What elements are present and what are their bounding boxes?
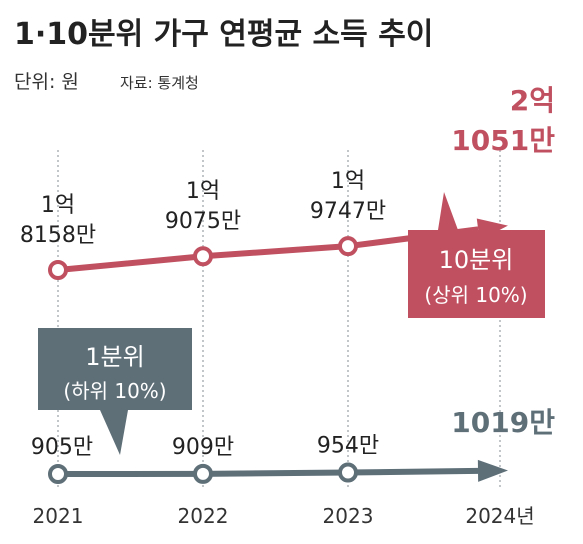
data-label-s0-2: 1억 9747만: [310, 169, 386, 224]
x-tick-2: 2023: [323, 504, 374, 528]
data-label-s1-1: 909만: [172, 435, 234, 460]
data-label-s1-3: 1019만: [451, 406, 555, 439]
legend-callout-bottom: 1분위 (하위 10%): [38, 328, 192, 455]
legend-callout-top: 10분위 (상위 10%): [408, 192, 545, 318]
point-s1-1: [193, 463, 213, 484]
data-points: [48, 236, 358, 484]
data-label-text-s0-1-1: 9075만: [165, 209, 241, 234]
point-s0-0: [48, 260, 68, 280]
callout-bottom-line1: 1분위: [85, 343, 144, 371]
data-label-s0-0: 1억 8158만: [20, 193, 96, 248]
data-label-text-s1-2-0: 954만: [317, 434, 379, 459]
data-label-s0-1: 1억 9075만: [165, 179, 241, 234]
data-label-s1-2: 954만: [317, 434, 379, 459]
unit-label: 단위: 원: [14, 71, 79, 93]
data-label-text-s1-3-0: 1019만: [451, 406, 555, 439]
point-s1-2: [338, 462, 358, 483]
point-s0-2: [338, 236, 358, 257]
x-tick-0: 2021: [33, 504, 84, 528]
series-arrow-1: [477, 459, 508, 482]
data-label-text-s0-0-1: 8158만: [20, 223, 96, 248]
data-label-text-s0-3-1: 1051만: [451, 124, 555, 157]
data-label-text-s0-2-1: 9747만: [310, 199, 386, 224]
data-label-text-s0-2-0: 1억: [331, 169, 365, 194]
data-label-text-s0-3-0: 2억: [510, 84, 555, 117]
callout-bottom-box: [38, 328, 192, 455]
callout-bottom-line2: (하위 10%): [63, 379, 166, 403]
data-label-text-s1-0-0: 905만: [31, 435, 93, 460]
point-s1-0: [48, 464, 68, 484]
data-label-text-s0-1-0: 1억: [186, 179, 220, 204]
callout-top-line1: 10분위: [439, 246, 514, 274]
callout-top-line2: (상위 10%): [424, 283, 527, 307]
point-s0-1: [193, 246, 213, 267]
x-axis-ticks: 2021 2022 2023 2024년: [33, 504, 535, 528]
data-label-text-s0-0-0: 1억: [41, 193, 75, 218]
data-label-text-s1-1-0: 909만: [172, 435, 234, 460]
data-label-s0-3: 2억 1051만: [451, 84, 555, 157]
data-label-s1-0: 905만: [31, 435, 93, 460]
series-line-1: [57, 467, 479, 477]
gridlines: [57, 150, 501, 490]
chart-title: 1·10분위 가구 연평균 소득 추이: [14, 17, 433, 52]
x-tick-3: 2024년: [465, 504, 534, 528]
x-tick-1: 2022: [178, 504, 229, 528]
data-labels: 1억 8158만 1억 9075만 1억 9747만 2억 1051만 905만 909만 954만…: [20, 84, 555, 460]
source-label: 자료: 통계청: [120, 74, 199, 92]
callout-top-box: [408, 192, 545, 318]
